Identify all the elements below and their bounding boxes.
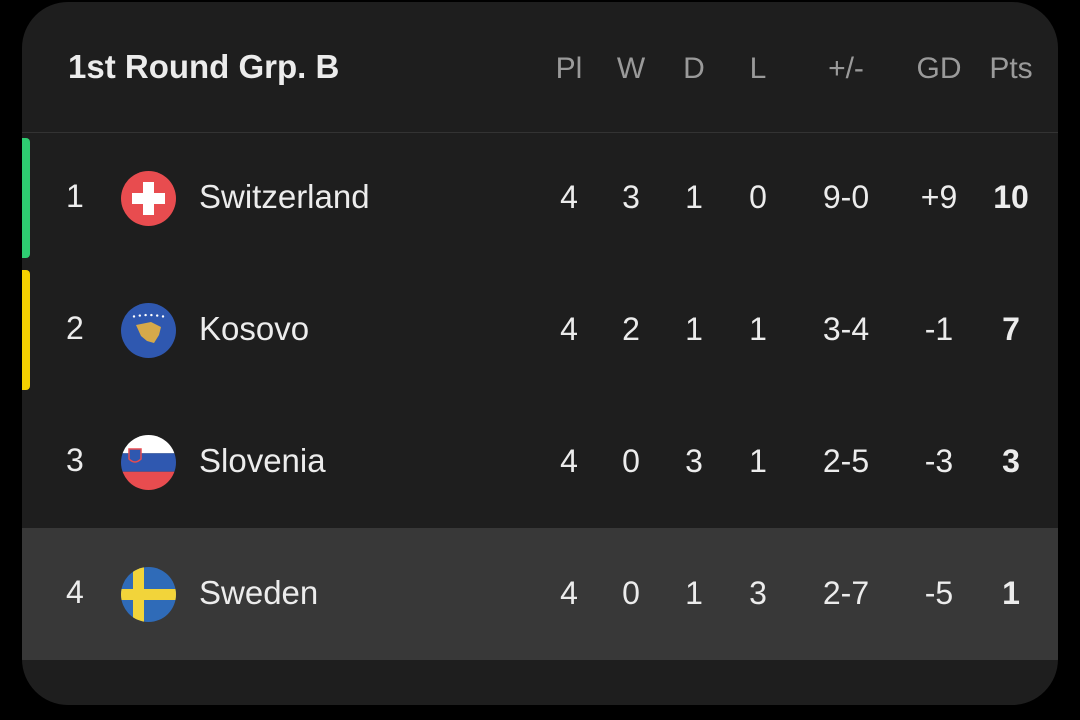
wins-value: 0 bbox=[622, 575, 640, 611]
draws-value: 1 bbox=[685, 575, 703, 611]
rank: 2 bbox=[66, 310, 84, 346]
qualification-indicator bbox=[22, 270, 30, 390]
losses-value: 0 bbox=[749, 179, 767, 215]
played-value: 4 bbox=[560, 443, 578, 479]
rank: 1 bbox=[66, 178, 84, 214]
played-value: 4 bbox=[560, 311, 578, 347]
team-name[interactable]: Slovenia bbox=[199, 442, 326, 479]
col-points[interactable]: Pts bbox=[989, 52, 1033, 85]
points-value: 10 bbox=[993, 179, 1029, 215]
team-name[interactable]: Sweden bbox=[199, 574, 319, 611]
table-header: 1st Round Grp. B Pl W D L +/- GD Pts bbox=[22, 2, 1058, 133]
goal-difference-value: -1 bbox=[924, 311, 954, 347]
table-row[interactable]: 2 Kosovo 4 2 1 1 3-4 -1 7 bbox=[22, 264, 1058, 396]
losses-value: 3 bbox=[749, 575, 767, 611]
goal-difference-value: +9 bbox=[920, 179, 958, 215]
goals-value: 2-7 bbox=[822, 575, 870, 611]
col-goals[interactable]: +/- bbox=[828, 52, 864, 85]
rank: 4 bbox=[66, 574, 84, 610]
col-goal-difference[interactable]: GD bbox=[916, 52, 962, 85]
group-title: 1st Round Grp. B bbox=[68, 48, 340, 85]
switzerland-flag-icon bbox=[121, 171, 176, 226]
kosovo-flag-icon bbox=[121, 303, 176, 358]
col-draws[interactable]: D bbox=[683, 52, 705, 85]
rank: 3 bbox=[66, 442, 84, 478]
wins-value: 3 bbox=[622, 179, 640, 215]
wins-value: 2 bbox=[622, 311, 640, 347]
points-value: 7 bbox=[1002, 311, 1020, 347]
goal-difference-value: -3 bbox=[924, 443, 954, 479]
table-row[interactable]: 1 Switzerland 4 3 1 0 9-0 +9 10 bbox=[22, 132, 1058, 264]
slovenia-flag-icon bbox=[121, 435, 176, 490]
col-losses[interactable]: L bbox=[749, 52, 767, 85]
goals-value: 9-0 bbox=[822, 179, 870, 215]
sweden-flag-icon bbox=[121, 567, 176, 622]
draws-value: 1 bbox=[685, 179, 703, 215]
team-name[interactable]: Kosovo bbox=[199, 310, 310, 347]
wins-value: 0 bbox=[622, 443, 640, 479]
losses-value: 1 bbox=[749, 443, 767, 479]
table-row[interactable]: 4 Sweden 4 0 1 3 2-7 -5 1 bbox=[22, 528, 1058, 660]
points-value: 1 bbox=[1002, 575, 1020, 611]
qualification-indicator bbox=[22, 138, 30, 258]
losses-value: 1 bbox=[749, 311, 767, 347]
col-played[interactable]: Pl bbox=[555, 52, 583, 85]
team-name[interactable]: Switzerland bbox=[199, 178, 370, 215]
standings-card: 1st Round Grp. B Pl W D L +/- GD Pts 1 Sw… bbox=[22, 2, 1058, 705]
goals-value: 2-5 bbox=[822, 443, 870, 479]
goal-difference-value: -5 bbox=[924, 575, 954, 611]
played-value: 4 bbox=[560, 179, 578, 215]
goals-value: 3-4 bbox=[822, 311, 870, 347]
draws-value: 3 bbox=[685, 443, 703, 479]
played-value: 4 bbox=[560, 575, 578, 611]
points-value: 3 bbox=[1002, 443, 1020, 479]
table-row[interactable]: 3 Slovenia 4 0 3 1 2-5 -3 3 bbox=[22, 396, 1058, 528]
draws-value: 1 bbox=[685, 311, 703, 347]
col-wins[interactable]: W bbox=[616, 52, 646, 85]
